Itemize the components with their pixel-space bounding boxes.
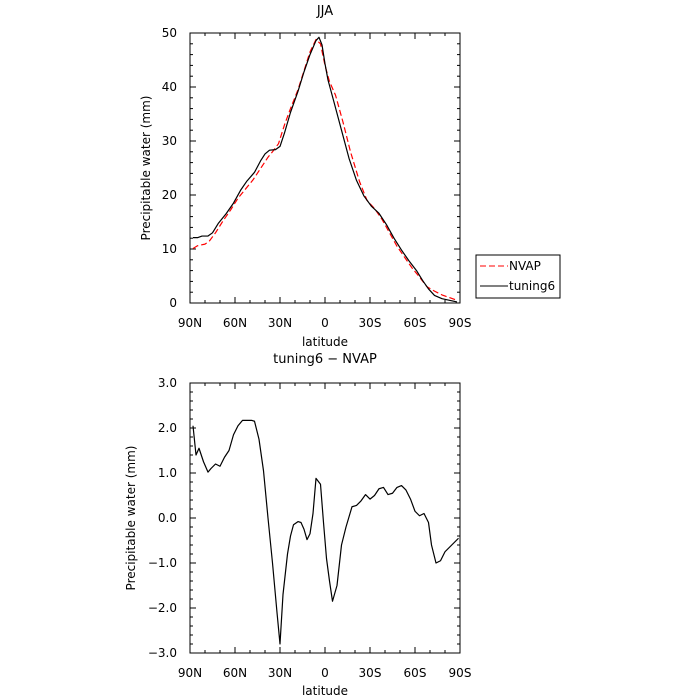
bottom-x-axis-label: latitude: [302, 684, 348, 698]
bottom-plot-frame: [189, 382, 461, 654]
bottom-series-group: [192, 419, 459, 645]
bottom-chart-title: tuning6 − NVAP: [273, 352, 377, 367]
bottom-x-tick-label: 30S: [359, 666, 382, 680]
top-y-tick-labels: 0 10 20 30 40 50: [162, 26, 177, 310]
bottom-y-tick-label: −3.0: [148, 646, 177, 660]
legend: NVAP tuning6: [475, 254, 561, 299]
legend-label-nvap: NVAP: [509, 259, 541, 273]
top-plot-frame: [189, 32, 461, 304]
bottom-x-tick-label: 90S: [449, 666, 472, 680]
bottom-x-tick-labels: 90N 60N 30N 0 30S 60S 90S: [178, 666, 472, 680]
top-y-tick-label: 50: [162, 26, 177, 40]
top-x-tick-label: 90N: [178, 316, 202, 330]
bottom-x-tick-label: 0: [321, 666, 329, 680]
bottom-y-tick-label: 2.0: [158, 421, 177, 435]
bottom-y-tick-labels: 3.0 2.0 1.0 0.0 −1.0 −2.0 −3.0: [148, 376, 177, 660]
bottom-x-tick-label: 90N: [178, 666, 202, 680]
bottom-y-axis-label: Precipitable water (mm): [124, 446, 138, 591]
bottom-x-tick-label: 60N: [223, 666, 247, 680]
top-chart-panel: JJA 90N 60N 30N 0 30S 60S 90S 0 10 20 30 40 50 lati…: [139, 4, 561, 349]
legend-box: [475, 254, 561, 299]
top-x-tick-label: 90S: [449, 316, 472, 330]
top-y-tick-label: 10: [162, 242, 177, 256]
top-chart-title: JJA: [316, 4, 333, 19]
top-series-line-nvap: [192, 38, 458, 301]
top-y-tick-label: 40: [162, 80, 177, 94]
bottom-x-tick-label: 30N: [268, 666, 292, 680]
top-series-line-tuning6: [193, 36, 458, 303]
bottom-series-line-difference: [192, 419, 459, 645]
top-x-tick-label: 60S: [404, 316, 427, 330]
top-x-tick-labels: 90N 60N 30N 0 30S 60S 90S: [178, 316, 472, 330]
bottom-y-tick-label: 1.0: [158, 466, 177, 480]
top-axis-ticks: [189, 32, 461, 304]
bottom-axis-ticks: [189, 382, 461, 654]
top-y-tick-label: 0: [169, 296, 177, 310]
top-y-tick-label: 30: [162, 134, 177, 148]
top-y-axis-label: Precipitable water (mm): [139, 96, 153, 241]
top-x-tick-label: 30N: [268, 316, 292, 330]
bottom-y-tick-label: −2.0: [148, 601, 177, 615]
bottom-y-tick-label: 0.0: [158, 511, 177, 525]
bottom-y-tick-label: 3.0: [158, 376, 177, 390]
top-y-tick-label: 20: [162, 188, 177, 202]
top-x-tick-label: 30S: [359, 316, 382, 330]
bottom-chart-panel: tuning6 − NVAP 90N 60N 30N 0 30S 60S 90S 3.0 2.…: [124, 352, 471, 698]
legend-label-tuning6: tuning6: [509, 279, 555, 293]
bottom-y-tick-label: −1.0: [148, 556, 177, 570]
bottom-x-tick-label: 60S: [404, 666, 427, 680]
top-series-group: [192, 36, 458, 303]
top-x-tick-label: 0: [321, 316, 329, 330]
top-x-tick-label: 60N: [223, 316, 247, 330]
top-x-axis-label: latitude: [302, 335, 348, 349]
